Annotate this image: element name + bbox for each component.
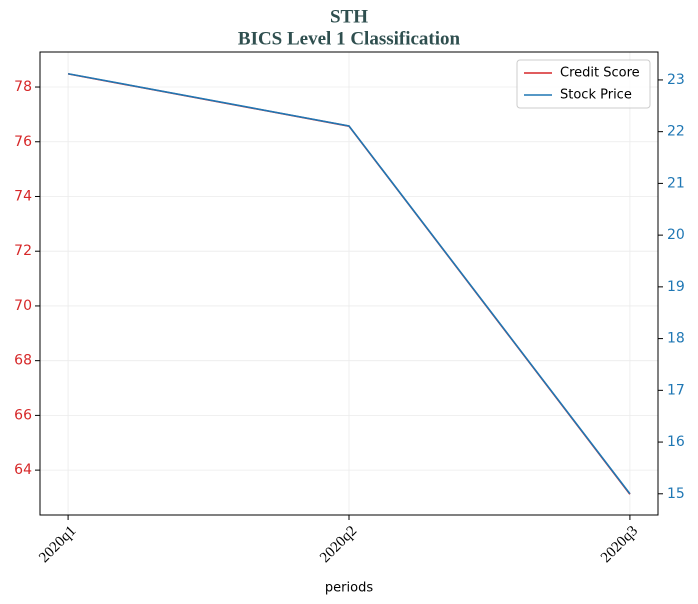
legend: Credit Score Stock Price	[516, 59, 651, 109]
y-tick-label: 66	[14, 407, 32, 423]
y2-tick-label: 19	[667, 279, 685, 295]
y2-tick-label: 21	[667, 175, 685, 191]
y2-tick-label: 18	[667, 331, 685, 347]
legend-label: Stock Price	[560, 88, 632, 103]
y-tick-label: 76	[14, 134, 32, 150]
y-tick-label: 68	[14, 353, 32, 369]
chart-subtitle: BICS Level 1 Classification	[238, 28, 461, 49]
y2-tick-label: 16	[667, 434, 685, 450]
legend-frame	[516, 59, 651, 109]
y2-tick-label: 15	[667, 486, 685, 502]
y-tick-label: 72	[14, 243, 32, 259]
line-series	[67, 72, 631, 495]
y2-tick-label: 20	[667, 227, 685, 243]
x-tick-label: 2020q2	[317, 523, 360, 566]
x-axis-label: periods	[325, 581, 373, 596]
legend-label: Credit Score	[560, 66, 640, 81]
y-tick-label: 64	[14, 462, 32, 478]
chart-title: STH	[330, 6, 368, 27]
y2-tick-label: 17	[667, 382, 685, 398]
y-tick-label: 70	[14, 298, 32, 314]
x-tick-label: 2020q1	[36, 523, 79, 566]
y2-tick-label: 23	[667, 72, 685, 88]
plot-frame	[39, 51, 659, 516]
y2-tick-label: 22	[667, 124, 685, 140]
y-tick-label: 78	[14, 79, 32, 95]
x-tick-label: 2020q3	[598, 523, 641, 566]
y-tick-label: 74	[14, 188, 32, 204]
